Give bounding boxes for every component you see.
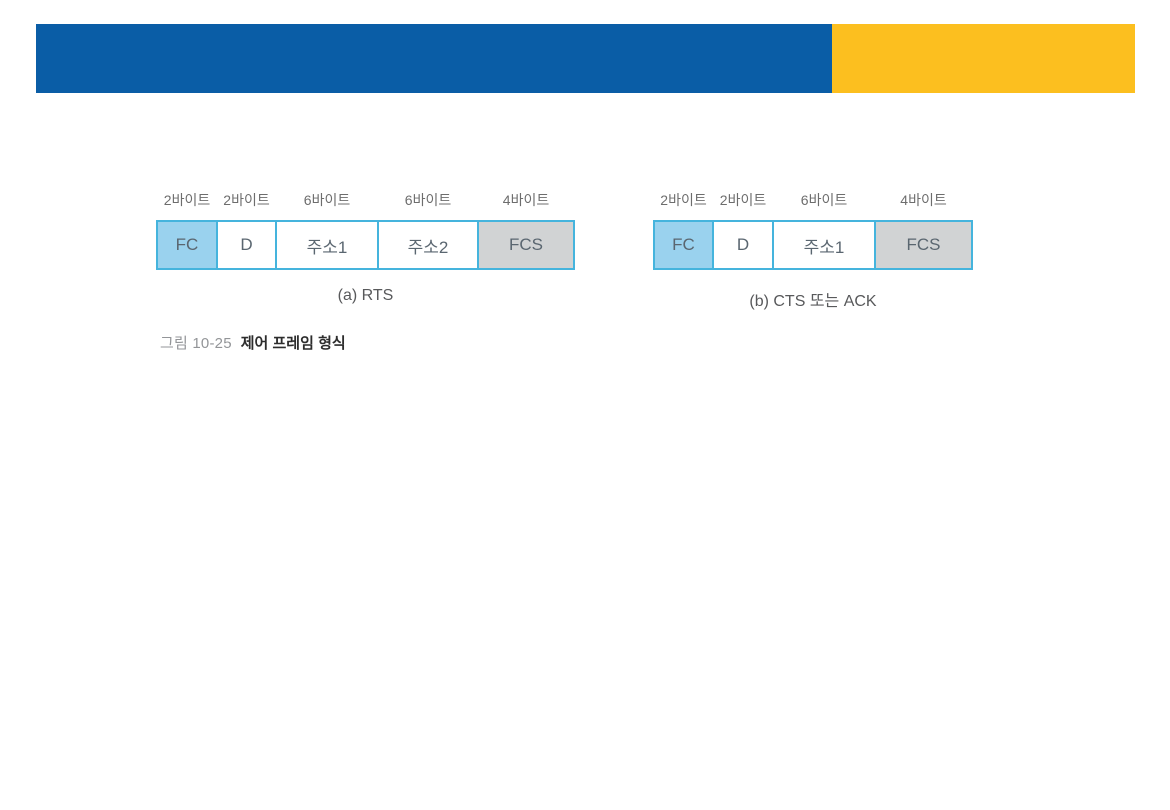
frame-fields: FC D 주소1 주소2 FCS [156, 220, 575, 270]
diagram-rts: 2바이트 2바이트 6바이트 6바이트 4바이트 FC D 주소1 주소2 FCS (a) RTS [156, 191, 575, 305]
header-blue-block [36, 24, 832, 93]
frame-fields: FC D 주소1 FCS [653, 220, 973, 270]
byte-size-label-fcs: 4바이트 [900, 192, 947, 208]
byte-size-label-addr1: 6바이트 [303, 192, 351, 208]
field-addr2: 주소2 [377, 220, 479, 270]
diagram-cts-ack: 2바이트 2바이트 6바이트 4바이트 FC D 주소1 FCS (b) CTS 또는 ACK [653, 191, 973, 311]
field-addr1: 주소1 [275, 220, 379, 270]
field-fc: FC [653, 220, 714, 270]
byte-size-label-d: 2바이트 [223, 192, 270, 208]
byte-size-label-d: 2바이트 [719, 192, 767, 208]
figure-caption: 그림 10-25 제어 프레임 형식 [160, 334, 346, 353]
byte-size-labels: 2바이트 2바이트 6바이트 4바이트 [653, 191, 973, 209]
figure-number: 그림 10-25 [160, 335, 232, 352]
byte-size-label-addr1: 6바이트 [800, 192, 848, 208]
field-fcs: FCS [874, 220, 973, 270]
field-d: D [712, 220, 774, 270]
field-fc: FC [156, 220, 218, 270]
field-fcs: FCS [477, 220, 575, 270]
field-addr1: 주소1 [772, 220, 876, 270]
byte-size-label-fc: 2바이트 [660, 192, 707, 208]
header-yellow-block [832, 24, 1135, 93]
field-d: D [216, 220, 277, 270]
figure-title: 제어 프레임 형식 [240, 335, 346, 352]
byte-size-label-fcs: 4바이트 [502, 192, 550, 208]
byte-size-labels: 2바이트 2바이트 6바이트 6바이트 4바이트 [156, 191, 575, 209]
byte-size-label-fc: 2바이트 [163, 192, 211, 208]
diagram-caption-rts: (a) RTS [337, 287, 394, 304]
diagram-caption-cts-ack: (b) CTS 또는 ACK [749, 293, 877, 310]
header-banner [36, 24, 1135, 93]
byte-size-label-addr2: 6바이트 [404, 192, 452, 208]
